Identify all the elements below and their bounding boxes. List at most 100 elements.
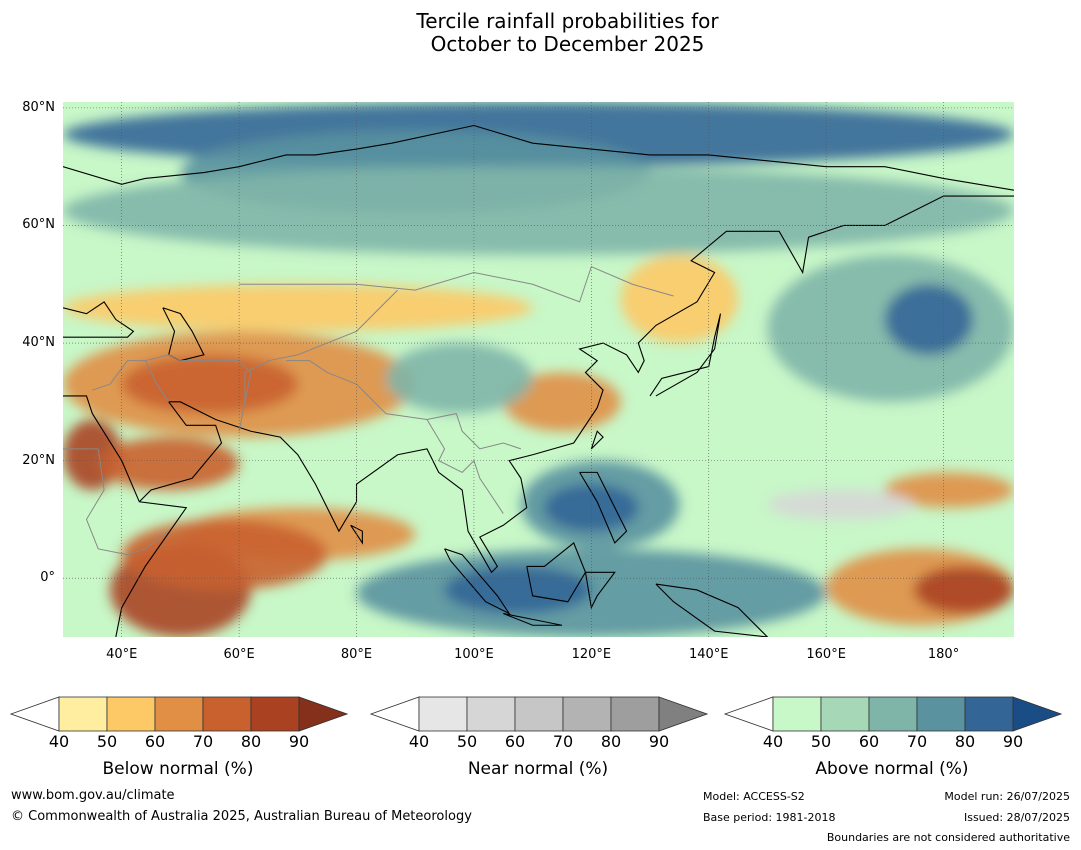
colorbar-tick-label: 90 [288,732,310,751]
colorbar-swatch [466,696,516,732]
colorbar-high-triangle [1012,696,1062,732]
border-segment [145,354,252,402]
base-period: Base period: 1981-2018 [703,811,836,824]
colorbar-tick-label: 70 [552,732,574,751]
colorbar-tick-label: 50 [810,732,832,751]
colorbar-above-normal: 40 50 60 70 80 90 Above normal (%) [724,696,1062,796]
colorbar-swatch [154,696,204,732]
colorbar-low-triangle [724,696,774,732]
copyright-text: © Commonwealth of Australia 2025, Austra… [11,809,472,824]
region-near-1 [767,490,915,520]
colorbar-tick-label: 50 [456,732,478,751]
coastline-segment [162,307,205,362]
colorbar-tick-label: 90 [1002,732,1024,751]
coastline-segment [579,471,628,544]
colorbar-swatch [514,696,564,732]
region-above-4 [444,566,592,614]
colorbar-below-normal: 40 50 60 70 80 90 Below normal (%) [10,696,348,796]
coastline-segment [63,124,1014,191]
coastline-segment [63,301,135,338]
coastline-segment [138,195,1014,574]
colorbar-tick-label: 60 [144,732,166,751]
region-above-4 [884,284,973,355]
region-below-1 [63,284,533,332]
latitude-tick-label: 60°N [22,217,55,233]
coastline-segment [590,430,604,450]
colorbar-tick-label: 70 [192,732,214,751]
coastlines [63,124,1014,637]
longitude-tick-label: 160°E [806,647,846,662]
latitude-tick-label: 0° [40,570,55,586]
colorbar-swatches [10,696,348,732]
coastline-segment [503,612,563,626]
colorbar-tick-label: 60 [504,732,526,751]
colorbar-swatch [58,696,108,732]
boundaries-disclaimer: Boundaries are not considered authoritat… [826,831,1070,844]
colorbar-swatch [250,696,300,732]
colorbar-tick-label: 40 [408,732,430,751]
border-segment [85,448,169,556]
longitude-tick-label: 120°E [571,647,612,662]
issued-date: Issued: 28/07/2025 [963,811,1070,824]
map-field [63,102,1014,637]
region-above-2 [63,166,1014,255]
colorbar-high-triangle [298,696,348,732]
graticule [63,102,1014,637]
map-title: Tercile rainfall probabilities for Octob… [0,10,1081,56]
region-above-3 [356,548,827,637]
colorbar-swatch [772,696,822,732]
latitude-tick-label: 40°N [22,335,55,351]
title-line-1: Tercile rainfall probabilities for [416,9,719,33]
coastline-segment [584,571,616,610]
colorbar-swatch [610,696,660,732]
latitude-tick-label: 20°N [22,452,55,468]
colorbar-tick-label: 70 [906,732,928,751]
colorbar-swatch [868,696,918,732]
colorbar-tick-label: 40 [48,732,70,751]
colorbar-swatch [820,696,870,732]
colorbar-low-triangle [370,696,420,732]
longitude-tick-label: 60°E [223,647,255,662]
probability-regions [63,102,1014,637]
colorbar-swatches [724,696,1062,732]
colorbar-tick-label: 80 [600,732,622,751]
longitude-tick-label: 100°E [454,647,494,662]
colorbar-tick-label: 80 [240,732,262,751]
coastline-segment [444,548,511,615]
colorbar-low-triangle [10,696,60,732]
colorbar-swatches [370,696,708,732]
colorbar-near-normal: 40 50 60 70 80 90 Near normal (%) [370,696,708,796]
region-below-3 [121,519,328,590]
colorbar-swatch [964,696,1014,732]
region-below-3 [98,437,240,491]
website-link[interactable]: www.bom.gov.au/climate [11,788,175,803]
colorbar-swatch [562,696,612,732]
colorbar-title: Below normal (%) [102,759,254,779]
colorbar-high-triangle [658,696,708,732]
region-below-1 [620,254,739,344]
border-segment [426,419,504,514]
colorbar-title: Near normal (%) [467,759,609,779]
country-borders [63,265,674,556]
region-below-3 [121,354,298,414]
colorbar-swatch [202,696,252,732]
region-below-4 [914,566,1014,614]
colorbar-tick-label: 40 [762,732,784,751]
longitude-tick-label: 40°E [106,647,138,662]
colorbar-swatch [418,696,468,732]
region-above-2 [385,343,533,414]
colorbar-swatch [106,696,156,732]
coastline-segment [649,313,722,397]
border-segment [239,265,674,303]
model-name: Model: ACCESS-S2 [703,790,805,803]
model-run-date: Model run: 26/07/2025 [944,790,1070,803]
colorbar-tick-label: 80 [954,732,976,751]
region-below-2 [884,472,1014,508]
longitude-tick-label: 140°E [688,647,729,662]
latitude-tick-label: 80°N [22,99,55,115]
coastline-segment [655,583,769,637]
longitude-tick-label: 80°E [340,647,373,662]
border-segment [238,289,398,432]
colorbar-tick-label: 90 [648,732,670,751]
